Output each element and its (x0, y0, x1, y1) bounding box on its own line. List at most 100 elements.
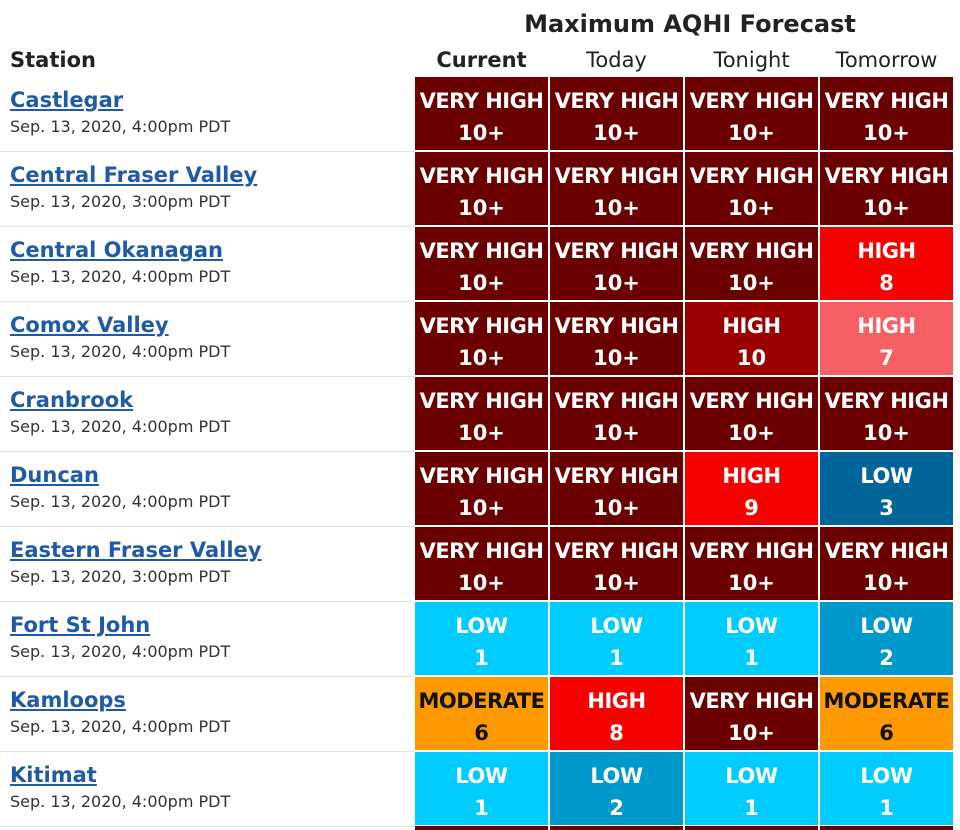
aqhi-level-label: HIGH (857, 239, 916, 263)
aqhi-cell: LOW 2 (550, 752, 683, 825)
station-link[interactable]: Kamloops (10, 688, 126, 712)
station-link[interactable]: Central Okanagan (10, 238, 223, 262)
aqhi-cell: VERY HIGH 10+ (685, 77, 818, 150)
aqhi-level-label: VERY HIGH (824, 89, 949, 113)
station-link[interactable]: Kitimat (10, 763, 97, 787)
aqhi-cell: LOW 1 (415, 602, 548, 675)
aqhi-cell: MODERATE 6 (415, 677, 548, 750)
aqhi-cell: HIGH 7 (820, 302, 953, 375)
current-column-header: Current (436, 48, 527, 72)
station-link[interactable]: Comox Valley (10, 313, 169, 337)
aqhi-level-label: LOW (455, 614, 508, 638)
forecast-super-header: Maximum AQHI Forecast (524, 10, 856, 38)
aqhi-cell: HIGH 8 (550, 677, 683, 750)
aqhi-cell: VERY HIGH 10+ (415, 227, 548, 300)
station-link[interactable]: Duncan (10, 463, 99, 487)
aqhi-cell: VERY HIGH 10+ (550, 452, 683, 525)
station-link[interactable]: Eastern Fraser Valley (10, 538, 262, 562)
aqhi-level-label: VERY HIGH (554, 464, 679, 488)
aqhi-value: 10+ (458, 121, 505, 145)
aqhi-cell: VERY HIGH 10+ (820, 527, 953, 600)
next-row-peek (685, 826, 818, 830)
station-column-header: Station (10, 48, 96, 72)
station-cell: Eastern Fraser Valley Sep. 13, 2020, 3:00… (10, 537, 410, 589)
aqhi-level-label: VERY HIGH (419, 164, 544, 188)
station-cell: Duncan Sep. 13, 2020, 4:00pm PDT (10, 462, 410, 514)
aqhi-value: 3 (879, 496, 894, 520)
aqhi-value: 8 (609, 721, 624, 745)
aqhi-level-label: MODERATE (823, 689, 951, 713)
tonight-column-header: Tonight (713, 48, 790, 72)
aqhi-value: 10+ (863, 571, 910, 595)
aqhi-value: 10+ (728, 121, 775, 145)
aqhi-cell: VERY HIGH 10+ (415, 527, 548, 600)
table-row: Kitimat Sep. 13, 2020, 4:00pm PDT LOW 1 LOW 2… (0, 752, 960, 827)
aqhi-value: 10+ (593, 196, 640, 220)
aqhi-level-label: VERY HIGH (689, 239, 814, 263)
aqhi-level-label: LOW (590, 764, 643, 788)
aqhi-value: 10+ (458, 346, 505, 370)
station-link[interactable]: Central Fraser Valley (10, 163, 258, 187)
aqhi-cell: VERY HIGH 10+ (550, 302, 683, 375)
next-row-peek (550, 826, 683, 830)
station-timestamp: Sep. 13, 2020, 4:00pm PDT (10, 717, 231, 736)
aqhi-cell: LOW 2 (820, 602, 953, 675)
station-timestamp: Sep. 13, 2020, 4:00pm PDT (10, 417, 231, 436)
aqhi-value: 10+ (458, 496, 505, 520)
aqhi-cell: VERY HIGH 10+ (820, 377, 953, 450)
table-row: Central Okanagan Sep. 13, 2020, 4:00pm PD… (0, 227, 960, 302)
row-divider (0, 376, 415, 377)
aqhi-level-label: VERY HIGH (554, 389, 679, 413)
aqhi-level-label: HIGH (857, 314, 916, 338)
aqhi-level-label: LOW (860, 614, 913, 638)
aqhi-value: 10+ (593, 346, 640, 370)
aqhi-value: 8 (879, 271, 894, 295)
station-link[interactable]: Cranbrook (10, 388, 134, 412)
aqhi-level-label: VERY HIGH (554, 539, 679, 563)
aqhi-value: 10+ (728, 271, 775, 295)
station-link[interactable]: Fort St John (10, 613, 151, 637)
aqhi-value: 1 (879, 796, 894, 820)
aqhi-level-label: VERY HIGH (554, 164, 679, 188)
aqhi-level-label: VERY HIGH (824, 164, 949, 188)
aqhi-value: 10+ (593, 121, 640, 145)
aqhi-value: 7 (879, 346, 894, 370)
aqhi-level-label: VERY HIGH (554, 314, 679, 338)
aqhi-cell: MODERATE 6 (820, 677, 953, 750)
aqhi-value: 2 (609, 796, 624, 820)
aqhi-level-label: VERY HIGH (419, 389, 544, 413)
aqhi-value: 1 (744, 646, 759, 670)
station-timestamp: Sep. 13, 2020, 3:00pm PDT (10, 567, 231, 586)
station-cell: Kitimat Sep. 13, 2020, 4:00pm PDT (10, 762, 410, 814)
aqhi-level-label: HIGH (587, 689, 646, 713)
aqhi-value: 10+ (863, 421, 910, 445)
aqhi-value: 10 (736, 346, 767, 370)
row-divider (0, 826, 415, 827)
aqhi-level-label: LOW (590, 614, 643, 638)
station-timestamp: Sep. 13, 2020, 4:00pm PDT (10, 492, 231, 511)
aqhi-level-label: VERY HIGH (689, 689, 814, 713)
aqhi-value: 10+ (728, 571, 775, 595)
aqhi-level-label: LOW (725, 614, 778, 638)
aqhi-value: 10+ (458, 421, 505, 445)
station-timestamp: Sep. 13, 2020, 4:00pm PDT (10, 792, 231, 811)
row-divider (0, 301, 415, 302)
aqhi-cell: VERY HIGH 10+ (820, 77, 953, 150)
station-cell: Central Fraser Valley Sep. 13, 2020, 3:00… (10, 162, 410, 214)
aqhi-value: 10+ (458, 196, 505, 220)
station-cell: Cranbrook Sep. 13, 2020, 4:00pm PDT (10, 387, 410, 439)
aqhi-value: 1 (609, 646, 624, 670)
aqhi-value: 10+ (593, 496, 640, 520)
station-timestamp: Sep. 13, 2020, 4:00pm PDT (10, 117, 231, 136)
aqhi-cell: VERY HIGH 10+ (820, 152, 953, 225)
aqhi-level-label: VERY HIGH (554, 239, 679, 263)
next-row-peek (820, 826, 953, 830)
aqhi-level-label: HIGH (722, 314, 781, 338)
aqhi-level-label: VERY HIGH (419, 539, 544, 563)
table-row: Duncan Sep. 13, 2020, 4:00pm PDT VERY HIGH… (0, 452, 960, 527)
aqhi-value: 10+ (728, 721, 775, 745)
table-body: Castlegar Sep. 13, 2020, 4:00pm PDT VERY H… (0, 77, 960, 827)
aqhi-value: 1 (744, 796, 759, 820)
aqhi-level-label: VERY HIGH (689, 539, 814, 563)
station-link[interactable]: Castlegar (10, 88, 124, 112)
